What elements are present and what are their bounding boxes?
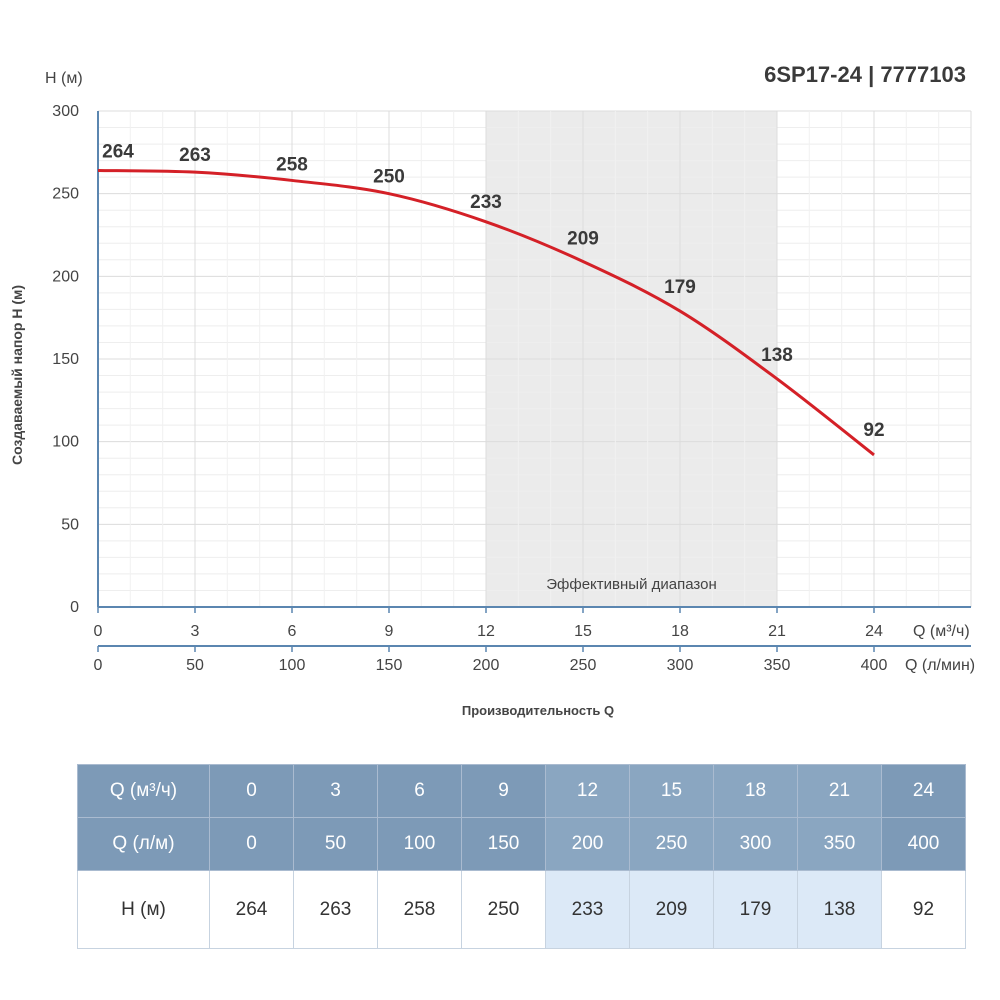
x-tick-label: 18 <box>671 623 689 640</box>
table-row-head: H (м) 264 263 258 250 233 209 179 138 92 <box>77 870 966 949</box>
x-unit-label: Q (м³/ч) <box>913 623 970 640</box>
data-label: 209 <box>567 228 599 249</box>
x2-tick-label: 100 <box>279 657 306 674</box>
table-cell: 12 <box>545 764 630 818</box>
table-row-label: Q (л/м) <box>77 817 210 871</box>
data-label: 263 <box>179 145 211 166</box>
data-label: 264 <box>102 142 134 163</box>
table-cell: 18 <box>713 764 798 818</box>
x-tick-label: 15 <box>574 623 592 640</box>
x-tick-label: 9 <box>385 623 394 640</box>
y-unit-label: H (м) <box>45 70 83 87</box>
data-label: 258 <box>276 154 308 175</box>
table-cell: 21 <box>797 764 882 818</box>
table-cell: 92 <box>881 870 966 949</box>
x-tick-label: 21 <box>768 623 786 640</box>
y-tick-label: 150 <box>52 351 79 368</box>
y-tick-label: 200 <box>52 268 79 285</box>
data-label: 138 <box>761 345 793 366</box>
x2-tick-label: 50 <box>186 657 204 674</box>
table-cell: 50 <box>293 817 378 871</box>
x2-tick-label: 150 <box>376 657 403 674</box>
table-cell: 200 <box>545 817 630 871</box>
table-cell: 24 <box>881 764 966 818</box>
y-tick-label: 50 <box>61 516 79 533</box>
table-cell: 6 <box>377 764 462 818</box>
table-row-label: Q (м³/ч) <box>77 764 210 818</box>
table-cell: 179 <box>713 870 798 949</box>
x-axis-title: Производительность Q <box>462 703 614 718</box>
table-cell: 250 <box>629 817 714 871</box>
table-cell: 100 <box>377 817 462 871</box>
table-cell: 0 <box>209 817 294 871</box>
y-axis-title: Создаваемый напор H (м) <box>9 285 25 465</box>
x2-tick-label: 200 <box>473 657 500 674</box>
table-cell: 264 <box>209 870 294 949</box>
table-cell: 400 <box>881 817 966 871</box>
y-tick-label: 0 <box>70 599 79 616</box>
table-cell: 150 <box>461 817 546 871</box>
table-row-label: H (м) <box>77 870 210 949</box>
x2-tick-label: 0 <box>94 657 103 674</box>
head-flow-chart: 0501001502002503000035061009150122001525… <box>9 70 975 718</box>
head-curve <box>97 169 875 457</box>
y-tick-label: 300 <box>52 103 79 120</box>
chart-title: 6SP17-24 | 7777103 <box>764 62 966 87</box>
x2-tick-label: 300 <box>667 657 694 674</box>
table-cell: 15 <box>629 764 714 818</box>
table-cell: 3 <box>293 764 378 818</box>
table-cell: 9 <box>461 764 546 818</box>
data-label: 179 <box>664 277 696 298</box>
x2-tick-label: 250 <box>570 657 597 674</box>
x-tick-label: 12 <box>477 623 495 640</box>
table-cell: 0 <box>209 764 294 818</box>
x-tick-label: 24 <box>865 623 883 640</box>
table-cell: 250 <box>461 870 546 949</box>
table-row-q-lm: Q (л/м) 0 50 100 150 200 250 300 350 400 <box>77 817 966 871</box>
table-cell: 263 <box>293 870 378 949</box>
efficiency-region-label: Эффективный диапазон <box>546 576 716 593</box>
table-cell: 233 <box>545 870 630 949</box>
data-label: 233 <box>470 192 502 213</box>
table-cell: 138 <box>797 870 882 949</box>
table-cell: 300 <box>713 817 798 871</box>
x2-unit-label: Q (л/мин) <box>905 657 975 674</box>
y-tick-label: 250 <box>52 186 79 203</box>
table-cell: 258 <box>377 870 462 949</box>
x-tick-label: 0 <box>94 623 103 640</box>
data-label: 250 <box>373 167 405 188</box>
y-tick-label: 100 <box>52 434 79 451</box>
x2-tick-label: 400 <box>861 657 888 674</box>
data-label: 92 <box>863 420 884 441</box>
table-cell: 209 <box>629 870 714 949</box>
performance-table: Q (м³/ч) 0 3 6 9 12 15 18 21 24 Q (л/м) … <box>77 764 966 949</box>
x2-tick-label: 350 <box>764 657 791 674</box>
x-tick-label: 3 <box>191 623 200 640</box>
x-tick-label: 6 <box>288 623 297 640</box>
table-row-q-m3h: Q (м³/ч) 0 3 6 9 12 15 18 21 24 <box>77 764 966 818</box>
table-cell: 350 <box>797 817 882 871</box>
